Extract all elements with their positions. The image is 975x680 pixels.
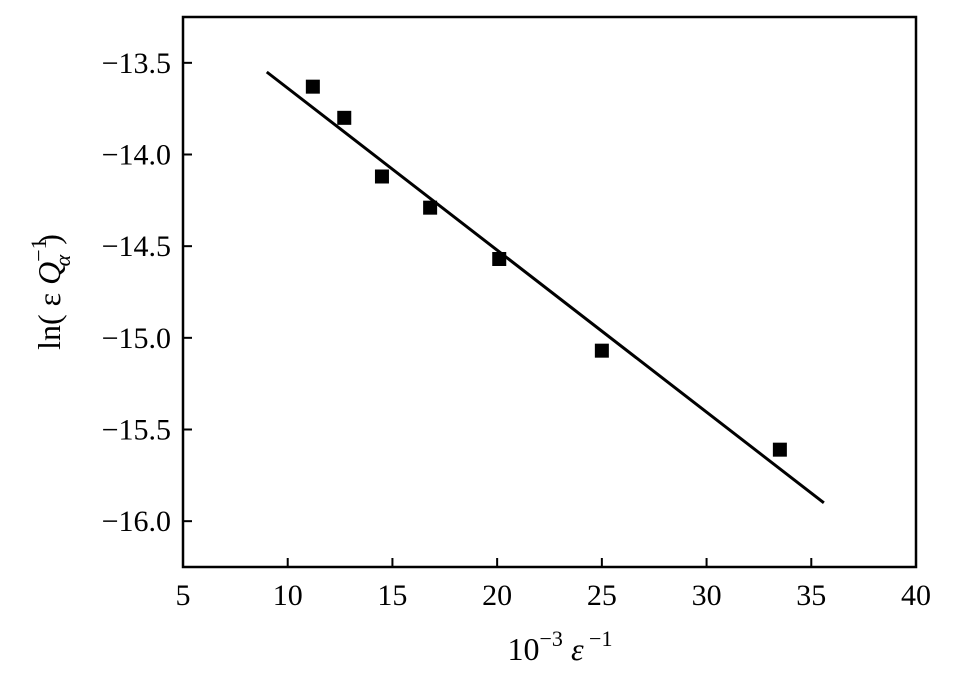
x-tick-label: 10 bbox=[273, 579, 303, 612]
x-tick-label: 15 bbox=[377, 579, 407, 612]
x-tick-label: 20 bbox=[482, 579, 512, 612]
fit-line-group bbox=[265, 70, 825, 505]
fit-line bbox=[265, 70, 825, 505]
y-tick-label: −15.0 bbox=[102, 322, 171, 355]
x-tick-label: 40 bbox=[901, 579, 931, 612]
y-axis-suffix: ) bbox=[31, 234, 67, 245]
ticks bbox=[182, 61, 917, 567]
x-axis-symbol-exponent: −1 bbox=[584, 626, 613, 651]
x-tick-label: 30 bbox=[692, 579, 722, 612]
y-tick-label: −16.0 bbox=[102, 505, 171, 538]
x-axis-base: 10 bbox=[508, 631, 540, 667]
x-axis-symbol: ε bbox=[571, 631, 584, 667]
y-tick-label: −13.5 bbox=[102, 47, 171, 80]
y-tick-label: −14.0 bbox=[102, 139, 171, 172]
x-tick-label: 25 bbox=[587, 579, 617, 612]
y-axis-title: ln( ε Q−1α) bbox=[26, 234, 75, 350]
tick-labels: 5 10 15 20 25 30 35 40 −13.5 −14.0 −14.5 −15.0 −15.5… bbox=[102, 47, 931, 612]
y-axis-prefix: ln( ε bbox=[31, 285, 67, 350]
plot-frame bbox=[181, 15, 918, 569]
y-tick-label: −15.5 bbox=[102, 414, 171, 447]
data-point bbox=[374, 169, 389, 184]
x-tick-label: 5 bbox=[176, 579, 191, 612]
y-tick-label: −14.5 bbox=[102, 230, 171, 263]
data-point bbox=[492, 252, 507, 266]
y-axis-symbol-subscript: α bbox=[50, 254, 75, 266]
data-point bbox=[305, 79, 320, 94]
data-points bbox=[305, 79, 787, 457]
data-point bbox=[772, 442, 787, 457]
x-axis-title: 10−3 ε −1 bbox=[508, 626, 613, 667]
data-point bbox=[423, 200, 438, 215]
y-axis-symbol: Q bbox=[31, 262, 67, 285]
y-axis-symbol-exponent: −1 bbox=[26, 238, 51, 261]
x-axis-exponent: −3 bbox=[540, 626, 563, 651]
x-tick-label: 35 bbox=[796, 579, 826, 612]
data-point bbox=[594, 343, 609, 358]
data-point bbox=[337, 110, 352, 125]
